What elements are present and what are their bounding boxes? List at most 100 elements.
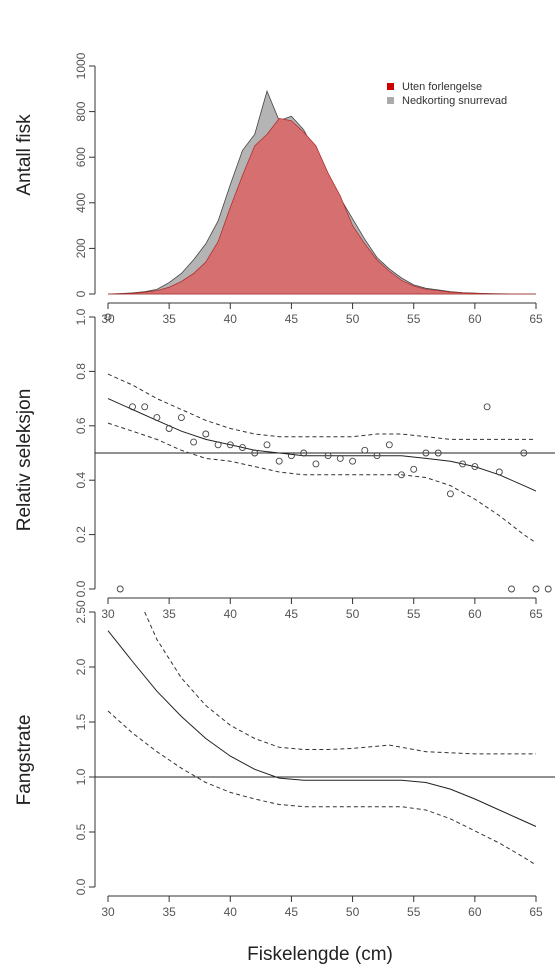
data-point <box>459 460 467 468</box>
y-tick-label: 0.4 <box>74 472 88 489</box>
data-point <box>508 585 515 593</box>
selection-curves <box>95 373 555 544</box>
legend-label-red: Uten forlengelse <box>402 81 482 93</box>
data-point <box>165 425 173 432</box>
selection-ylabel: Relativ seleksjon <box>14 389 35 532</box>
y-tick-label: 800 <box>74 101 88 121</box>
ci-lower <box>107 422 537 544</box>
x-tick-label: 35 <box>162 607 176 621</box>
histogram-areas <box>107 89 536 295</box>
data-point <box>214 441 222 449</box>
x-tick-label: 45 <box>285 905 299 919</box>
data-point <box>446 490 454 498</box>
data-point <box>532 585 540 593</box>
y-tick-label: 2.0 <box>74 658 88 675</box>
fit-curve <box>107 398 537 492</box>
data-point <box>190 438 198 446</box>
x-tick-label: 65 <box>529 607 543 621</box>
selection-points <box>104 313 552 593</box>
y-tick-label: 0.0 <box>74 878 88 895</box>
legend-swatch-red <box>387 83 394 90</box>
y-tick-label: 0.2 <box>74 526 88 543</box>
data-point <box>312 460 320 468</box>
data-point <box>239 444 246 452</box>
data-point <box>116 585 124 593</box>
y-tick-label: 1.0 <box>74 768 88 785</box>
legend: Uten forlengelse Nedkorting snurrevad <box>387 81 507 107</box>
data-point <box>495 468 503 476</box>
x-tick-label: 40 <box>224 312 238 326</box>
x-tick-label: 60 <box>468 607 482 621</box>
data-point <box>153 414 161 422</box>
data-point <box>300 449 308 457</box>
y-tick-label: 0.0 <box>74 580 88 597</box>
data-point <box>410 465 418 473</box>
fit-curve <box>107 630 537 827</box>
data-point <box>422 449 430 457</box>
ci-lower <box>107 710 537 866</box>
data-point <box>141 403 149 411</box>
catchrate-panel: 30 35 40 45 50 55 60 65 0.0 0.5 1.0 1.5 2.0 2.50 Fang… <box>14 600 555 919</box>
data-point <box>336 454 344 462</box>
data-point <box>129 403 136 411</box>
x-tick-label: 45 <box>285 312 299 326</box>
data-point <box>324 452 332 460</box>
ci-upper <box>144 611 536 755</box>
x-tick-label: 35 <box>162 905 176 919</box>
histogram-ylabel: Antall fisk <box>14 114 35 196</box>
data-point <box>361 446 369 454</box>
x-tick-label: 40 <box>224 905 238 919</box>
x-axis-label: Fiskelengde (cm) <box>247 944 393 965</box>
y-tick-label: 1.5 <box>74 713 88 730</box>
x-tick-label: 55 <box>407 905 421 919</box>
y-tick-label: 0 <box>74 290 88 297</box>
data-point <box>373 452 381 460</box>
data-point <box>398 471 405 479</box>
x-tick-label: 40 <box>224 607 238 621</box>
selection-axes: 30 35 40 45 50 55 60 65 0.0 0.2 0.4 0.6 0.8 1.0 <box>74 308 543 621</box>
data-point <box>202 430 210 438</box>
x-tick-label: 45 <box>285 607 299 621</box>
ci-upper <box>107 373 536 440</box>
y-tick-label: 0.8 <box>74 363 88 380</box>
data-point <box>349 457 357 465</box>
x-tick-label: 65 <box>529 312 543 326</box>
y-tick-label: 2.50 <box>74 600 88 624</box>
data-point <box>385 441 393 449</box>
histogram-axes: 30 35 40 45 50 55 60 65 0 200 400 600 800 1000 <box>74 52 543 326</box>
x-tick-label: 35 <box>162 312 176 326</box>
x-tick-label: 50 <box>346 312 360 326</box>
y-tick-label: 1.0 <box>74 308 88 325</box>
x-tick-label: 30 <box>101 312 115 326</box>
y-tick-label: 1000 <box>74 52 88 79</box>
x-tick-label: 55 <box>407 312 421 326</box>
data-point <box>287 452 295 460</box>
catchrate-axes: 30 35 40 45 50 55 60 65 0.0 0.5 1.0 1.5 2.0 2.50 <box>74 600 543 919</box>
x-tick-label: 50 <box>346 905 360 919</box>
legend-label-grey: Nedkorting snurrevad <box>402 95 507 107</box>
data-point <box>104 313 112 321</box>
x-tick-label: 60 <box>468 312 482 326</box>
data-point <box>226 441 234 449</box>
catchrate-curves <box>95 611 555 866</box>
x-tick-label: 30 <box>101 905 115 919</box>
y-tick-label: 600 <box>74 147 88 167</box>
data-point <box>544 585 552 593</box>
selection-panel: 30 35 40 45 50 55 60 65 0.0 0.2 0.4 0.6 0.8 1.0 Relat… <box>14 308 555 621</box>
y-tick-label: 0.5 <box>74 823 88 840</box>
x-tick-label: 65 <box>529 905 543 919</box>
data-point <box>471 463 479 471</box>
data-point <box>177 414 185 422</box>
data-point <box>483 403 491 411</box>
x-tick-label: 30 <box>101 607 115 621</box>
data-point <box>520 449 528 457</box>
histogram-panel: 30 35 40 45 50 55 60 65 0 200 400 600 800 1000 Antall… <box>14 52 543 326</box>
data-point <box>434 449 442 457</box>
x-tick-label: 55 <box>407 607 421 621</box>
data-point <box>263 441 271 449</box>
y-tick-label: 0.6 <box>74 417 88 434</box>
data-point <box>251 449 259 457</box>
catchrate-ylabel: Fangstrate <box>14 715 35 806</box>
legend-swatch-grey <box>387 97 394 104</box>
